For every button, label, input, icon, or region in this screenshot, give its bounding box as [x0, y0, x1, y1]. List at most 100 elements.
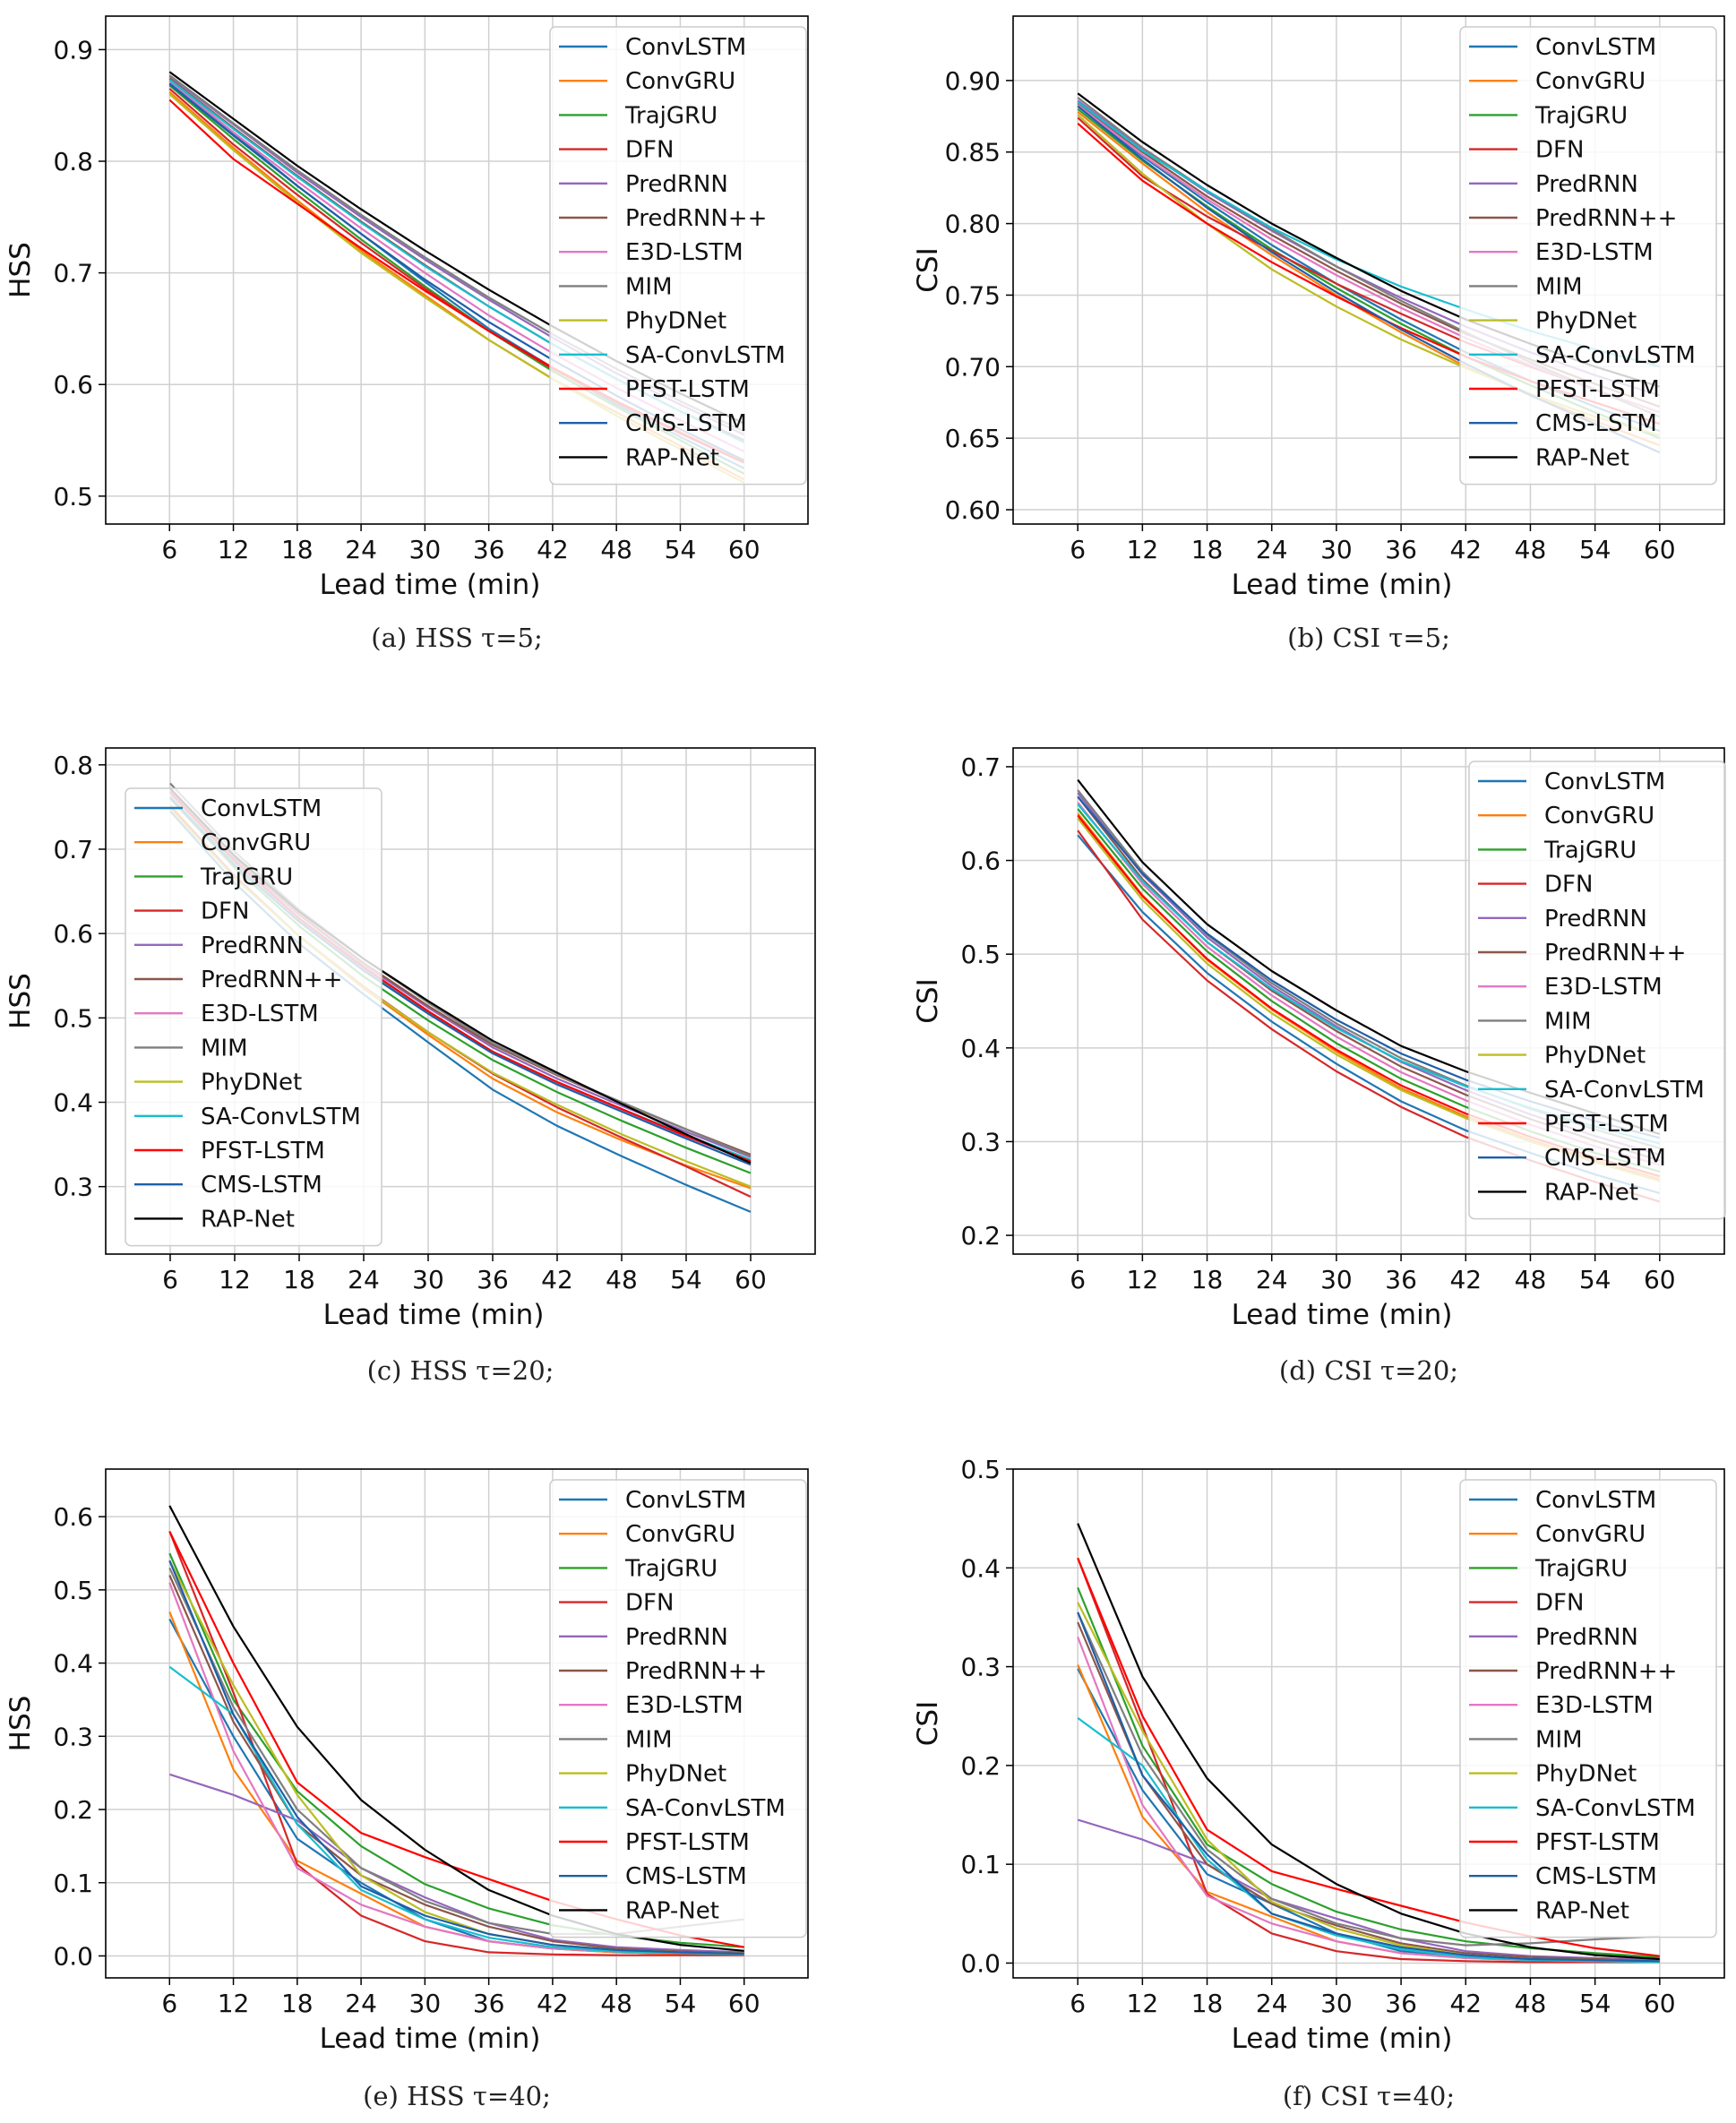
y-tick-label: 0.5 [960, 940, 1001, 969]
y-tick-label: 0.9 [53, 35, 93, 64]
y-tick-label: 0.7 [53, 835, 93, 864]
y-tick-label: 0.2 [53, 1795, 93, 1825]
legend-entry: MIM [625, 273, 673, 300]
y-tick-label: 0.6 [53, 370, 93, 400]
legend-entry: PFST-LSTM [1544, 1111, 1669, 1138]
legend-entry: ConvLSTM [1535, 1487, 1656, 1514]
x-tick-label: 54 [670, 1265, 702, 1294]
x-axis-label: Lead time (min) [1232, 569, 1453, 601]
y-axis-label: HSS [4, 973, 37, 1029]
x-tick-label: 24 [1256, 1989, 1288, 2018]
series-line-predrnn- [1077, 1621, 1660, 1963]
x-tick-label: 42 [1449, 535, 1482, 564]
legend-entry: PFST-LSTM [1535, 376, 1660, 403]
x-tick-label: 42 [1449, 1989, 1482, 2018]
x-tick-label: 36 [477, 1265, 509, 1294]
y-tick-label: 0.5 [53, 482, 93, 511]
plot-frame [1012, 15, 1725, 525]
x-tick-label: 18 [281, 535, 314, 564]
legend-entry: DFN [1535, 137, 1584, 164]
legend-entry: RAP-Net [1535, 1897, 1629, 1924]
x-tick-label: 60 [728, 535, 761, 564]
legend-box [1459, 1479, 1717, 1938]
legend-entry: DFN [201, 898, 249, 925]
legend-entry: RAP-Net [1544, 1179, 1638, 1206]
legend-entry: ConvLSTM [1544, 769, 1665, 795]
y-tick-label: 0.85 [945, 138, 1001, 168]
legend-entry: PFST-LSTM [201, 1138, 325, 1165]
y-axis-label: CSI [912, 247, 944, 292]
legend-entry: CMS-LSTM [1544, 1145, 1666, 1172]
x-tick-label: 6 [161, 1989, 177, 2018]
legend-entry: DFN [625, 1590, 674, 1617]
legend-entry: SA-ConvLSTM [1535, 1795, 1696, 1822]
legend-entry: MIM [1535, 1726, 1583, 1753]
plot-frame [1012, 1468, 1725, 1979]
legend-entry: E3D-LSTM [1544, 974, 1663, 1001]
x-tick-label: 24 [345, 1989, 377, 2018]
legend-entry: CMS-LSTM [1535, 410, 1657, 437]
legend-entry: ConvGRU [1535, 68, 1646, 95]
x-axis-label: Lead time (min) [323, 1299, 545, 1331]
legend-entry: RAP-Net [201, 1206, 295, 1233]
legend-entry: SA-ConvLSTM [1535, 342, 1696, 369]
y-tick-label: 0.3 [53, 1722, 93, 1751]
series-lines [1077, 1523, 1660, 1964]
y-tick-label: 0.3 [960, 1127, 1001, 1156]
legend-entry: PredRNN++ [625, 1658, 767, 1685]
x-tick-label: 48 [606, 1265, 638, 1294]
legend-entry: DFN [625, 137, 674, 164]
y-tick-label: 0.5 [960, 1455, 1001, 1484]
legend-entry: E3D-LSTM [201, 1001, 319, 1027]
chart-panel-f: 6 12 18 24 30 36 42 48 54 60 0.0 0.1 0.2 0.3 0.4 0.5 Lea… [912, 1455, 1725, 2111]
y-tick-label: 0.8 [53, 147, 93, 176]
legend-box [549, 26, 807, 486]
legend-entry: ConvGRU [625, 1521, 735, 1548]
x-tick-label: 30 [409, 1989, 442, 2018]
x-tick-label: 24 [348, 1265, 380, 1294]
y-tick-label: 0.0 [960, 1948, 1001, 1978]
x-tick-label: 30 [1320, 1265, 1353, 1294]
plot-frame [105, 1468, 809, 1979]
x-tick-label: 42 [1449, 1265, 1482, 1294]
legend-entry: SA-ConvLSTM [201, 1104, 361, 1130]
x-tick-label: 30 [1320, 1989, 1353, 2018]
y-tick-label: 0.80 [945, 210, 1001, 239]
legend-entry: PhyDNet [625, 1761, 726, 1788]
y-tick-label: 0.7 [53, 259, 93, 288]
x-tick-label: 12 [218, 535, 250, 564]
legend-entry: PFST-LSTM [625, 376, 750, 403]
plot-frame [105, 747, 816, 1255]
x-tick-label: 6 [1070, 535, 1086, 564]
series-line-dfn [1077, 1557, 1660, 1964]
chart-caption: (a) HSS τ=5; [371, 623, 542, 653]
legend-entry: MIM [1535, 273, 1583, 300]
legend-entry: PhyDNet [201, 1070, 302, 1096]
x-tick-label: 12 [218, 1989, 250, 2018]
legend-entry: SA-ConvLSTM [625, 1795, 786, 1822]
legend-box [1459, 26, 1717, 486]
x-tick-label: 48 [600, 535, 632, 564]
y-tick-label: 0.4 [960, 1553, 1001, 1583]
legend-entry: CMS-LSTM [625, 410, 747, 437]
x-tick-label: 48 [1515, 535, 1547, 564]
legend-entry: RAP-Net [1535, 444, 1629, 471]
legend: ConvLSTM ConvGRU TrajGRU DFN PredRNN PredRNN+… [125, 787, 382, 1247]
legend-entry: MIM [625, 1726, 673, 1753]
x-tick-label: 12 [219, 1265, 251, 1294]
y-tick-label: 0.6 [960, 847, 1001, 876]
y-tick-label: 0.4 [53, 1088, 93, 1118]
legend: ConvLSTM ConvGRU TrajGRU DFN PredRNN PredRNN+… [1459, 26, 1717, 486]
legend-entry: PredRNN [625, 171, 728, 198]
x-tick-label: 6 [162, 1265, 178, 1294]
x-tick-label: 18 [1191, 535, 1224, 564]
legend-entry: CMS-LSTM [625, 1863, 747, 1890]
x-tick-label: 42 [541, 1265, 573, 1294]
y-tick-label: 0.90 [945, 66, 1001, 96]
legend-entry: ConvGRU [1535, 1521, 1646, 1548]
legend-entry: PhyDNet [625, 308, 726, 335]
legend-entry: TrajGRU [1534, 1555, 1628, 1582]
legend-entry: RAP-Net [625, 1897, 719, 1924]
x-tick-label: 60 [1644, 1989, 1676, 2018]
x-tick-label: 54 [1579, 535, 1611, 564]
